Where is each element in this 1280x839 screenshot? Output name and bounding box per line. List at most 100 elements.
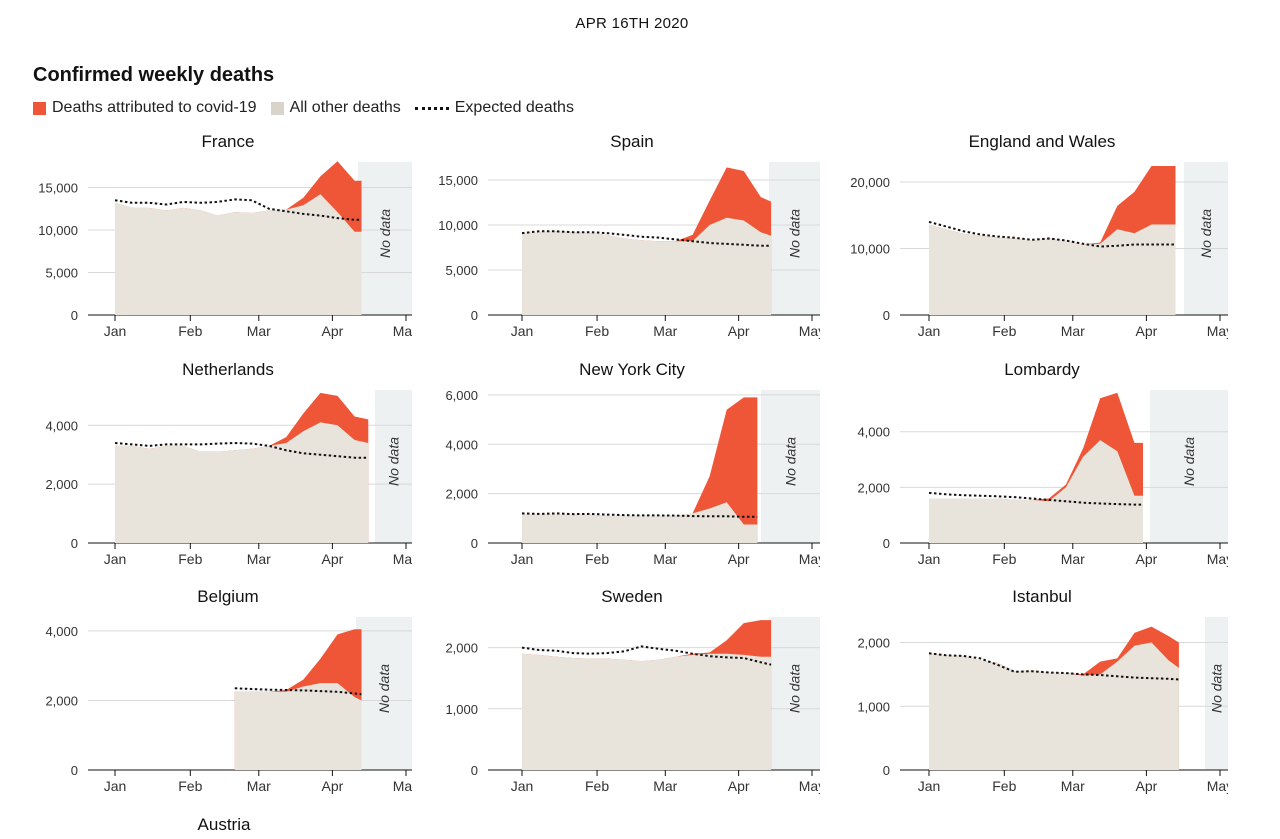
y-tick-label: 5,000 bbox=[45, 266, 78, 281]
y-tick-label: 2,000 bbox=[445, 641, 478, 656]
panel-title: New York City bbox=[579, 360, 685, 379]
no-data-label: No data bbox=[787, 209, 803, 258]
y-tick-label: 0 bbox=[71, 536, 78, 551]
legend-covid-swatch bbox=[33, 101, 46, 115]
chart-lombardy: 0 2,000 4,000 Jan Feb Mar Apr May No data Lombard… bbox=[857, 360, 1233, 567]
no-data-band bbox=[1150, 390, 1228, 543]
x-tick-label: May bbox=[1207, 778, 1233, 794]
legend-expected: Expected deaths bbox=[414, 99, 574, 117]
legend-other: All other deaths bbox=[270, 99, 401, 117]
x-tick-label: May bbox=[799, 323, 825, 339]
other-deaths-area bbox=[522, 653, 772, 770]
y-tick-label: 4,000 bbox=[45, 624, 78, 639]
y-tick-label: 2,000 bbox=[857, 636, 890, 651]
x-tick-label: Mar bbox=[653, 551, 677, 567]
chart-france: 0 5,000 10,000 15,000 Jan Feb Mar Apr May No data… bbox=[38, 132, 412, 339]
x-tick-label: Feb bbox=[178, 778, 202, 794]
y-tick-label: 0 bbox=[71, 763, 78, 778]
expected-deaths-line bbox=[928, 491, 1143, 506]
x-tick-label: May bbox=[393, 551, 419, 567]
x-axis-labels: Jan Feb Mar Apr May bbox=[511, 323, 825, 339]
x-tick-label: Feb bbox=[585, 778, 609, 794]
x-tick-label: Apr bbox=[321, 778, 343, 794]
publication-date: APR 16TH 2020 bbox=[575, 15, 689, 32]
x-tick-label: Mar bbox=[653, 323, 677, 339]
panel-title: Netherlands bbox=[182, 360, 274, 379]
x-axis-labels: Jan Feb Mar Apr May bbox=[104, 778, 412, 794]
x-axis-labels: Jan Feb Mar Apr May bbox=[104, 323, 412, 339]
no-data-band bbox=[769, 162, 820, 315]
no-data-band bbox=[1184, 162, 1228, 315]
panel-title: Istanbul bbox=[1012, 587, 1072, 606]
x-axis-labels: Jan Feb Mar Apr May bbox=[104, 551, 419, 567]
x-tick-label: May bbox=[1207, 323, 1233, 339]
expected-deaths-line bbox=[521, 645, 772, 666]
other-deaths-area bbox=[929, 440, 1143, 543]
panel-title: Belgium bbox=[197, 587, 258, 606]
y-tick-label: 10,000 bbox=[438, 218, 478, 233]
x-tick-label: Mar bbox=[247, 323, 271, 339]
panel-title-austria: Austria bbox=[198, 815, 251, 834]
x-tick-label: Jan bbox=[918, 551, 941, 567]
y-tick-label: 2,000 bbox=[45, 693, 78, 708]
y-tick-label: 2,000 bbox=[857, 480, 890, 495]
y-tick-label: 15,000 bbox=[438, 173, 478, 188]
y-tick-label: 1,000 bbox=[445, 702, 478, 717]
x-tick-label: Feb bbox=[178, 323, 202, 339]
legend: Deaths attributed to covid-19 All other … bbox=[33, 99, 588, 117]
y-tick-label: 0 bbox=[883, 763, 890, 778]
no-data-label: No data bbox=[787, 664, 803, 713]
x-tick-label: Mar bbox=[247, 551, 271, 567]
no-data-label: No data bbox=[377, 209, 393, 258]
chart-istanbul: 0 1,000 2,000 Jan Feb Mar Apr May No data Istanbu… bbox=[857, 587, 1233, 794]
chart-sweden: 0 1,000 2,000 Jan Feb Mar Apr May No data Sweden bbox=[445, 587, 825, 794]
no-data-band bbox=[1205, 617, 1228, 770]
x-tick-label: May bbox=[1207, 551, 1233, 567]
x-tick-label: Apr bbox=[1135, 778, 1157, 794]
x-axis-labels: Jan Feb Mar Apr May bbox=[918, 778, 1233, 794]
y-tick-label: 0 bbox=[471, 536, 478, 551]
x-tick-label: Apr bbox=[728, 323, 750, 339]
no-data-band bbox=[761, 390, 820, 543]
chart-netherlands: 0 2,000 4,000 Jan Feb Mar Apr May No data Netherl… bbox=[45, 360, 419, 567]
other-deaths-area bbox=[234, 683, 362, 770]
x-tick-label: Jan bbox=[918, 778, 941, 794]
x-tick-label: Feb bbox=[585, 551, 609, 567]
chart-belgium: 0 2,000 4,000 Jan Feb Mar Apr May No data Belgium bbox=[45, 587, 412, 794]
panel-title: England and Wales bbox=[969, 132, 1116, 151]
no-data-label: No data bbox=[386, 437, 402, 486]
panel-title: Lombardy bbox=[1004, 360, 1080, 379]
y-tick-label: 6,000 bbox=[445, 388, 478, 403]
y-tick-label: 0 bbox=[71, 308, 78, 323]
expected-deaths-line bbox=[114, 198, 362, 221]
x-tick-label: May bbox=[799, 778, 825, 794]
y-tick-label: 0 bbox=[883, 308, 890, 323]
panel-title: Sweden bbox=[601, 587, 662, 606]
y-tick-label: 20,000 bbox=[850, 175, 890, 190]
chart-england-and-wales: 0 10,000 20,000 Jan Feb Mar Apr May No data Engla… bbox=[850, 132, 1233, 339]
legend-expected-label: Expected deaths bbox=[454, 99, 574, 116]
legend-covid: Deaths attributed to covid-19 bbox=[33, 99, 257, 117]
other-deaths-area bbox=[115, 194, 362, 315]
y-tick-label: 4,000 bbox=[45, 418, 78, 433]
x-tick-label: Apr bbox=[1135, 551, 1157, 567]
no-data-label: No data bbox=[783, 437, 799, 486]
chart-spain: 0 5,000 10,000 15,000 Jan Feb Mar Apr May No data… bbox=[438, 132, 825, 339]
x-tick-label: Mar bbox=[1061, 551, 1085, 567]
panel-title: Spain bbox=[610, 132, 653, 151]
other-deaths-area bbox=[522, 217, 772, 315]
x-tick-label: Mar bbox=[247, 778, 271, 794]
other-deaths-area bbox=[929, 224, 1176, 315]
x-tick-label: Jan bbox=[104, 551, 127, 567]
x-tick-label: Feb bbox=[178, 551, 202, 567]
y-tick-label: 10,000 bbox=[38, 223, 78, 238]
x-axis-labels: Jan Feb Mar Apr May bbox=[918, 323, 1233, 339]
x-tick-label: Feb bbox=[585, 323, 609, 339]
x-tick-label: Feb bbox=[992, 778, 1016, 794]
other-deaths-area bbox=[929, 642, 1179, 770]
legend-other-swatch bbox=[270, 101, 284, 115]
covid-deaths-area bbox=[522, 397, 758, 543]
x-tick-label: Jan bbox=[511, 551, 534, 567]
x-tick-label: Jan bbox=[104, 323, 127, 339]
panel-title: France bbox=[202, 132, 255, 151]
